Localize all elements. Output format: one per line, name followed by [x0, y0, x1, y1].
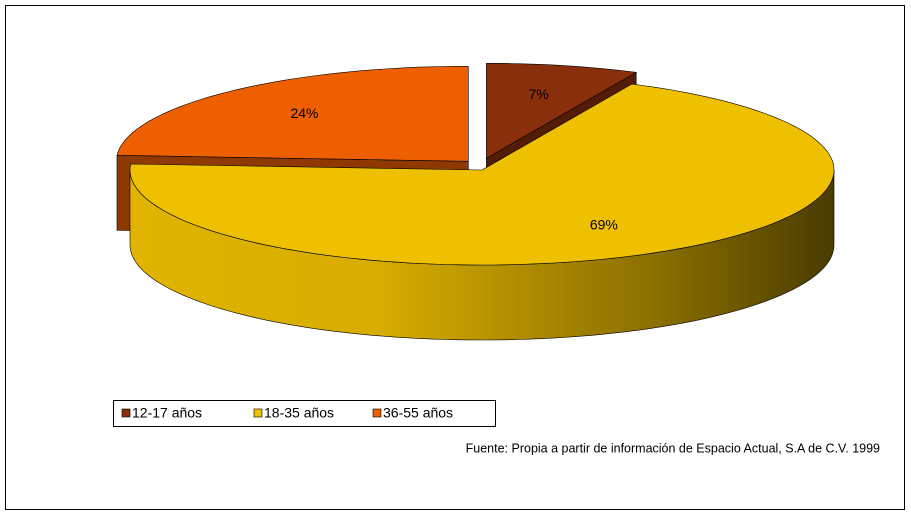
- data-label: 69%: [590, 216, 618, 232]
- slice-top: [486, 63, 638, 159]
- slice-top: [129, 83, 835, 266]
- legend-box: [113, 400, 496, 427]
- legend-swatch: [253, 408, 263, 418]
- legend-swatch: [372, 408, 382, 418]
- legend-label: 12-17 años: [132, 405, 202, 421]
- data-label: 7%: [528, 86, 548, 102]
- legend-swatch: [121, 408, 131, 418]
- data-label: 24%: [290, 105, 318, 121]
- source-note: Fuente: Propia a partir de información d…: [466, 441, 880, 455]
- slice-top: [116, 66, 469, 162]
- pie: 7% 69% 24%: [116, 63, 835, 341]
- legend-label: 18-35 años: [264, 405, 334, 421]
- legend: 12-17 años 18-35 años 36-55 años: [121, 405, 453, 421]
- legend-label: 36-55 años: [383, 405, 453, 421]
